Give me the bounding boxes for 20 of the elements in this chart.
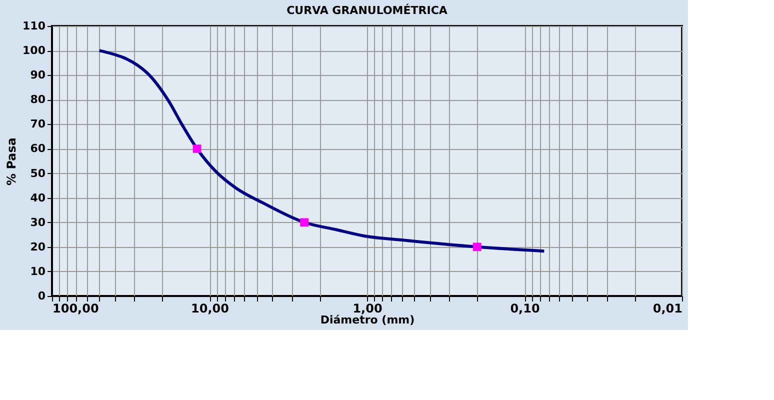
x-axis-title: Diámetro (mm) <box>320 314 415 326</box>
y-tick-label: 70 <box>30 118 46 131</box>
y-tick-label: 0 <box>38 290 46 302</box>
x-tick-label: 10,00 <box>191 302 229 316</box>
y-tick-label: 60 <box>30 142 46 156</box>
y-tick-label: 20 <box>30 240 46 254</box>
x-tick-label: 1,00 <box>352 302 382 316</box>
y-tick-label: 40 <box>30 191 46 204</box>
x-tick-label: 0,01 <box>652 302 682 316</box>
y-tick-label: 100 <box>22 44 46 58</box>
chart-title: CURVA GRANULOMÉTRICA <box>286 3 448 17</box>
y-axis-title: % Pasa <box>4 137 19 186</box>
x-tick-label: 0,10 <box>510 302 540 316</box>
y-tick-label: 30 <box>30 216 46 229</box>
y-tick-label: 80 <box>30 93 46 106</box>
y-tick-label: 10 <box>30 264 46 278</box>
y-tick-label: 50 <box>30 166 46 180</box>
y-tick-label: 110 <box>22 20 46 32</box>
x-tick-label: 100,00 <box>52 302 99 316</box>
y-tick-label: 90 <box>30 68 46 82</box>
